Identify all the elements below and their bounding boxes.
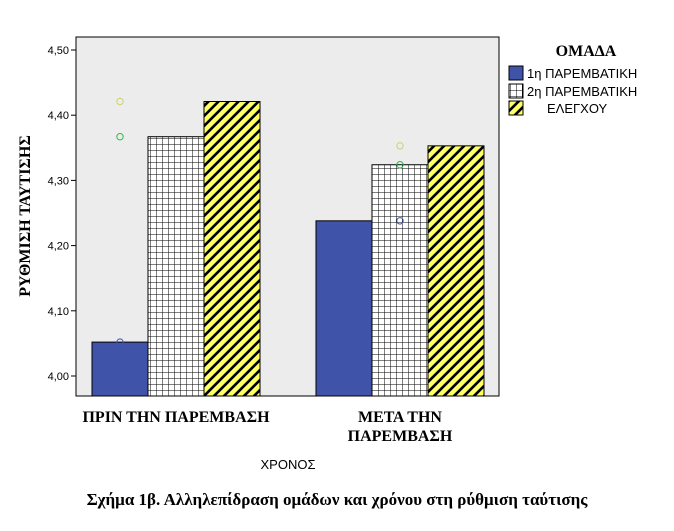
point-marker xyxy=(396,161,404,169)
point-marker xyxy=(396,142,404,150)
bar-2-2 xyxy=(371,164,429,397)
y-tick-label: 4,00 xyxy=(48,371,69,383)
bar-1-1 xyxy=(91,341,149,397)
point-marker xyxy=(116,133,124,141)
y-axis-label: ΡΥΘΜΙΣΗ ΤΑΥΤΙΣΗΣ xyxy=(17,135,34,297)
point-marker xyxy=(396,217,404,225)
legend-label-2: 2η ΠΑΡΕΜΒΑΤΙΚΗ xyxy=(527,84,637,99)
y-tick-label: 4,50 xyxy=(48,45,69,57)
legend: ΟΜΑΔΑ 1η ΠΑΡΕΜΒΑΤΙΚΗ 2η ΠΑΡΕΜΒΑΤΙΚΗ ΕΛΕΓΧΟ… xyxy=(508,43,637,116)
x-tick-label: ΠΡΙΝ ΤΗΝ ΠΑΡΕΜΒΑΣΗ xyxy=(82,409,270,426)
point-marker xyxy=(116,97,124,106)
y-tick-label: 4,10 xyxy=(48,306,69,318)
point-marker xyxy=(116,338,124,346)
bar-3-1 xyxy=(203,101,261,397)
figure-caption: Σχήμα 1β. Αλληλεπίδραση ομάδων και χρόνο… xyxy=(86,490,588,509)
x-axis: ΠΡΙΝ ΤΗΝ ΠΑΡΕΜΒΑΣΗ ΜΕΤΑ ΤΗΝ ΠΑΡΕΜΒΑΣΗ xyxy=(82,409,452,445)
legend-label-1: 1η ΠΑΡΕΜΒΑΤΙΚΗ xyxy=(527,66,637,81)
markers xyxy=(116,97,404,346)
bar-3-2 xyxy=(427,145,485,397)
legend-swatch-1 xyxy=(508,65,524,81)
y-axis: 4,00 4,10 4,20 4,30 4,40 4,50 xyxy=(48,45,76,383)
legend-label-3: ΕΛΕΓΧΟΥ xyxy=(547,101,608,116)
bar-1-2 xyxy=(315,220,373,397)
legend-title: ΟΜΑΔΑ xyxy=(556,43,617,60)
x-axis-label: ΧΡΟΝΟΣ xyxy=(261,457,316,472)
y-tick-label: 4,40 xyxy=(48,110,69,122)
y-tick-label: 4,30 xyxy=(48,175,69,187)
legend-swatch-2 xyxy=(508,83,524,99)
chart: 4,00 4,10 4,20 4,30 4,40 4,50 ΠΡΙΝ ΤΗΝ ΠΑΡΕΜΒ… xyxy=(17,36,637,472)
bar-2-1 xyxy=(147,136,205,397)
y-tick-label: 4,20 xyxy=(48,241,69,253)
bars xyxy=(91,101,485,397)
x-tick-label: ΜΕΤΑ ΤΗΝ ΠΑΡΕΜΒΑΣΗ xyxy=(348,409,453,445)
legend-swatch-3 xyxy=(508,100,524,116)
